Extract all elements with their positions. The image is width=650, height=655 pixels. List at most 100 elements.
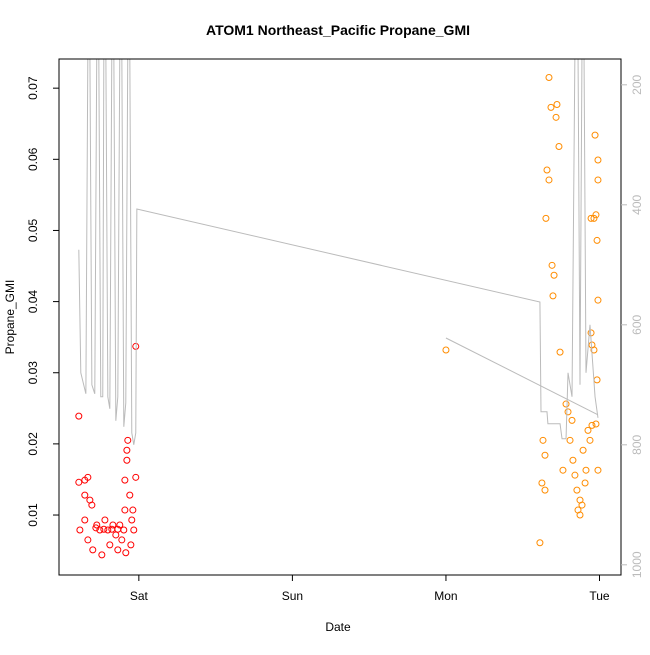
data-point (121, 476, 129, 484)
x-tick-label: Sun (282, 589, 303, 603)
y-tick-label: 0.01 (26, 503, 40, 527)
data-point (594, 466, 602, 474)
data-point (130, 526, 138, 534)
data-point (89, 546, 97, 554)
pressure-line (445, 337, 599, 416)
y-tick-label: 0.02 (26, 432, 40, 456)
data-point (582, 466, 590, 474)
data-point (553, 101, 561, 109)
data-point (584, 426, 592, 434)
data-point (126, 491, 134, 499)
data-point (129, 506, 137, 514)
data-point (593, 236, 601, 244)
data-point (543, 166, 551, 174)
data-point (442, 346, 450, 354)
data-point (536, 539, 544, 547)
data-point (556, 348, 564, 356)
data-point (76, 526, 84, 534)
y-tick-label: 0.07 (26, 76, 40, 100)
data-point (594, 156, 602, 164)
data-point (114, 525, 122, 533)
data-point (122, 549, 130, 557)
data-point (541, 451, 549, 459)
data-point (75, 478, 83, 486)
data-point (109, 521, 117, 529)
data-point (578, 501, 586, 509)
plot-box (58, 58, 622, 576)
data-point (548, 261, 556, 269)
data-point (81, 491, 89, 499)
data-point (576, 511, 584, 519)
y-axis-label: Propane_GMI (3, 280, 17, 355)
data-point (541, 486, 549, 494)
data-point (549, 292, 557, 300)
y2-tick-label: 400 (630, 194, 644, 214)
data-point (92, 524, 100, 532)
data-point (132, 473, 140, 481)
data-point (569, 456, 577, 464)
y-tick-label: 0.06 (26, 147, 40, 171)
data-point (118, 536, 126, 544)
x-tick-label: Sat (130, 589, 149, 603)
data-point (550, 271, 558, 279)
data-point (587, 214, 595, 222)
data-point (592, 211, 600, 219)
data-point (88, 501, 96, 509)
data-point (128, 516, 136, 524)
data-point (81, 516, 89, 524)
data-point (100, 525, 108, 533)
y2-tick-label: 600 (630, 314, 644, 334)
data-point (104, 526, 112, 534)
data-point (594, 176, 602, 184)
data-point (592, 420, 600, 428)
y2-tick-label: 200 (630, 74, 644, 94)
data-point (566, 436, 574, 444)
data-point (123, 446, 131, 454)
data-point (84, 473, 92, 481)
data-point (539, 436, 547, 444)
data-point (127, 541, 135, 549)
data-point (552, 113, 560, 121)
x-tick-label: Tue (589, 589, 610, 603)
data-point (101, 516, 109, 524)
x-tick-label: Mon (434, 589, 457, 603)
data-point (568, 416, 576, 424)
data-point (581, 479, 589, 487)
data-point (545, 73, 553, 81)
y-tick-label: 0.04 (26, 290, 40, 314)
data-point (573, 486, 581, 494)
data-point (591, 131, 599, 139)
y2-tick-label: 1000 (630, 551, 644, 578)
data-point (124, 436, 132, 444)
data-point (123, 456, 131, 464)
data-point (96, 526, 104, 534)
data-point (562, 400, 570, 408)
y-tick-label: 0.05 (26, 218, 40, 242)
pressure-line-group (445, 337, 599, 416)
data-point (555, 143, 563, 151)
chart-title: ATOM1 Northeast_Pacific Propane_GMI (206, 22, 470, 38)
data-point (594, 296, 602, 304)
data-point (542, 214, 550, 222)
data-point (98, 551, 106, 559)
data-point (547, 103, 555, 111)
plot-area (75, 59, 602, 559)
data-point (538, 479, 546, 487)
data-point (559, 466, 567, 474)
data-point (114, 546, 122, 554)
data-point (93, 521, 101, 529)
data-point (588, 421, 596, 429)
data-point (116, 521, 124, 529)
data-point (590, 214, 598, 222)
data-point (545, 176, 553, 184)
data-point (106, 541, 114, 549)
data-point (564, 408, 572, 416)
data-point (84, 536, 92, 544)
y-tick-label: 0.03 (26, 361, 40, 385)
y2-tick-label: 800 (630, 434, 644, 454)
x-axis-label: Date (325, 620, 351, 634)
data-point (579, 446, 587, 454)
